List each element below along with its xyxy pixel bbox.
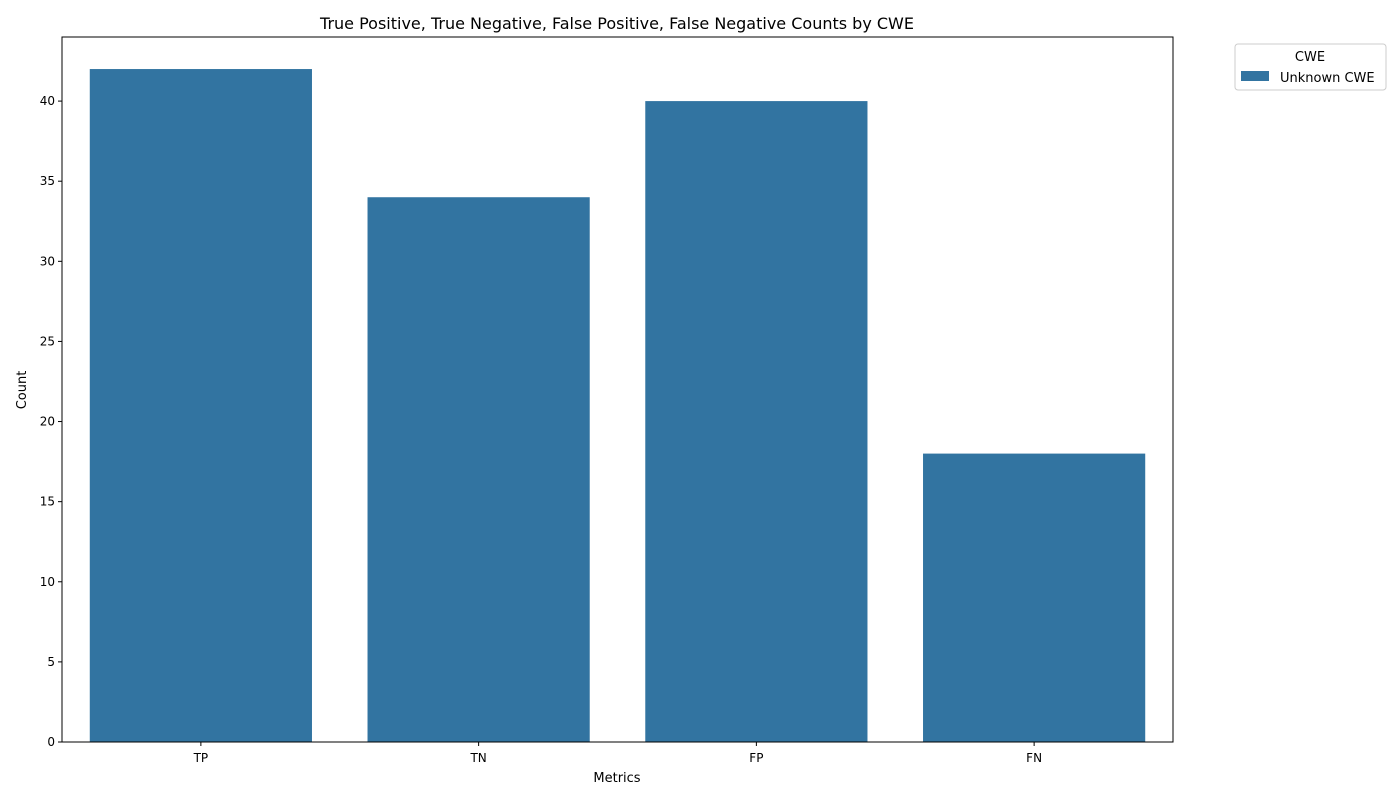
y-tick-label: 20 <box>40 415 55 429</box>
y-axis: 0 5 10 15 20 25 30 35 40 <box>40 94 62 749</box>
y-tick-label: 25 <box>40 334 55 348</box>
legend: CWE Unknown CWE <box>1234 43 1387 91</box>
legend-swatch <box>1241 71 1269 81</box>
y-tick-label: 40 <box>40 94 55 108</box>
legend-frame <box>1234 43 1387 91</box>
x-axis-label: Metrics <box>593 771 640 786</box>
y-tick-label: 30 <box>40 254 55 268</box>
chart-title: True Positive, True Negative, False Posi… <box>319 14 914 33</box>
bar-tp <box>89 69 312 742</box>
bar-fn <box>923 453 1146 742</box>
plot-frame <box>61 36 1174 743</box>
y-tick-label: 10 <box>40 575 55 589</box>
y-tick-label: 0 <box>47 735 55 749</box>
x-tick-label: TN <box>469 751 486 765</box>
bar-tn <box>367 197 590 742</box>
bar-fp <box>645 101 868 742</box>
legend-label: Unknown CWE <box>1280 71 1375 86</box>
y-tick-label: 5 <box>47 655 55 669</box>
y-tick-label: 15 <box>40 495 55 509</box>
bars-group <box>89 69 1146 742</box>
x-axis: TP TN FP FN <box>193 742 1042 765</box>
x-tick-label: TP <box>193 751 209 765</box>
y-tick-label: 35 <box>40 174 55 188</box>
x-tick-label: FN <box>1026 751 1042 765</box>
legend-title: CWE <box>1295 50 1325 65</box>
y-axis-label: Count <box>15 371 30 410</box>
x-tick-label: FP <box>749 751 763 765</box>
